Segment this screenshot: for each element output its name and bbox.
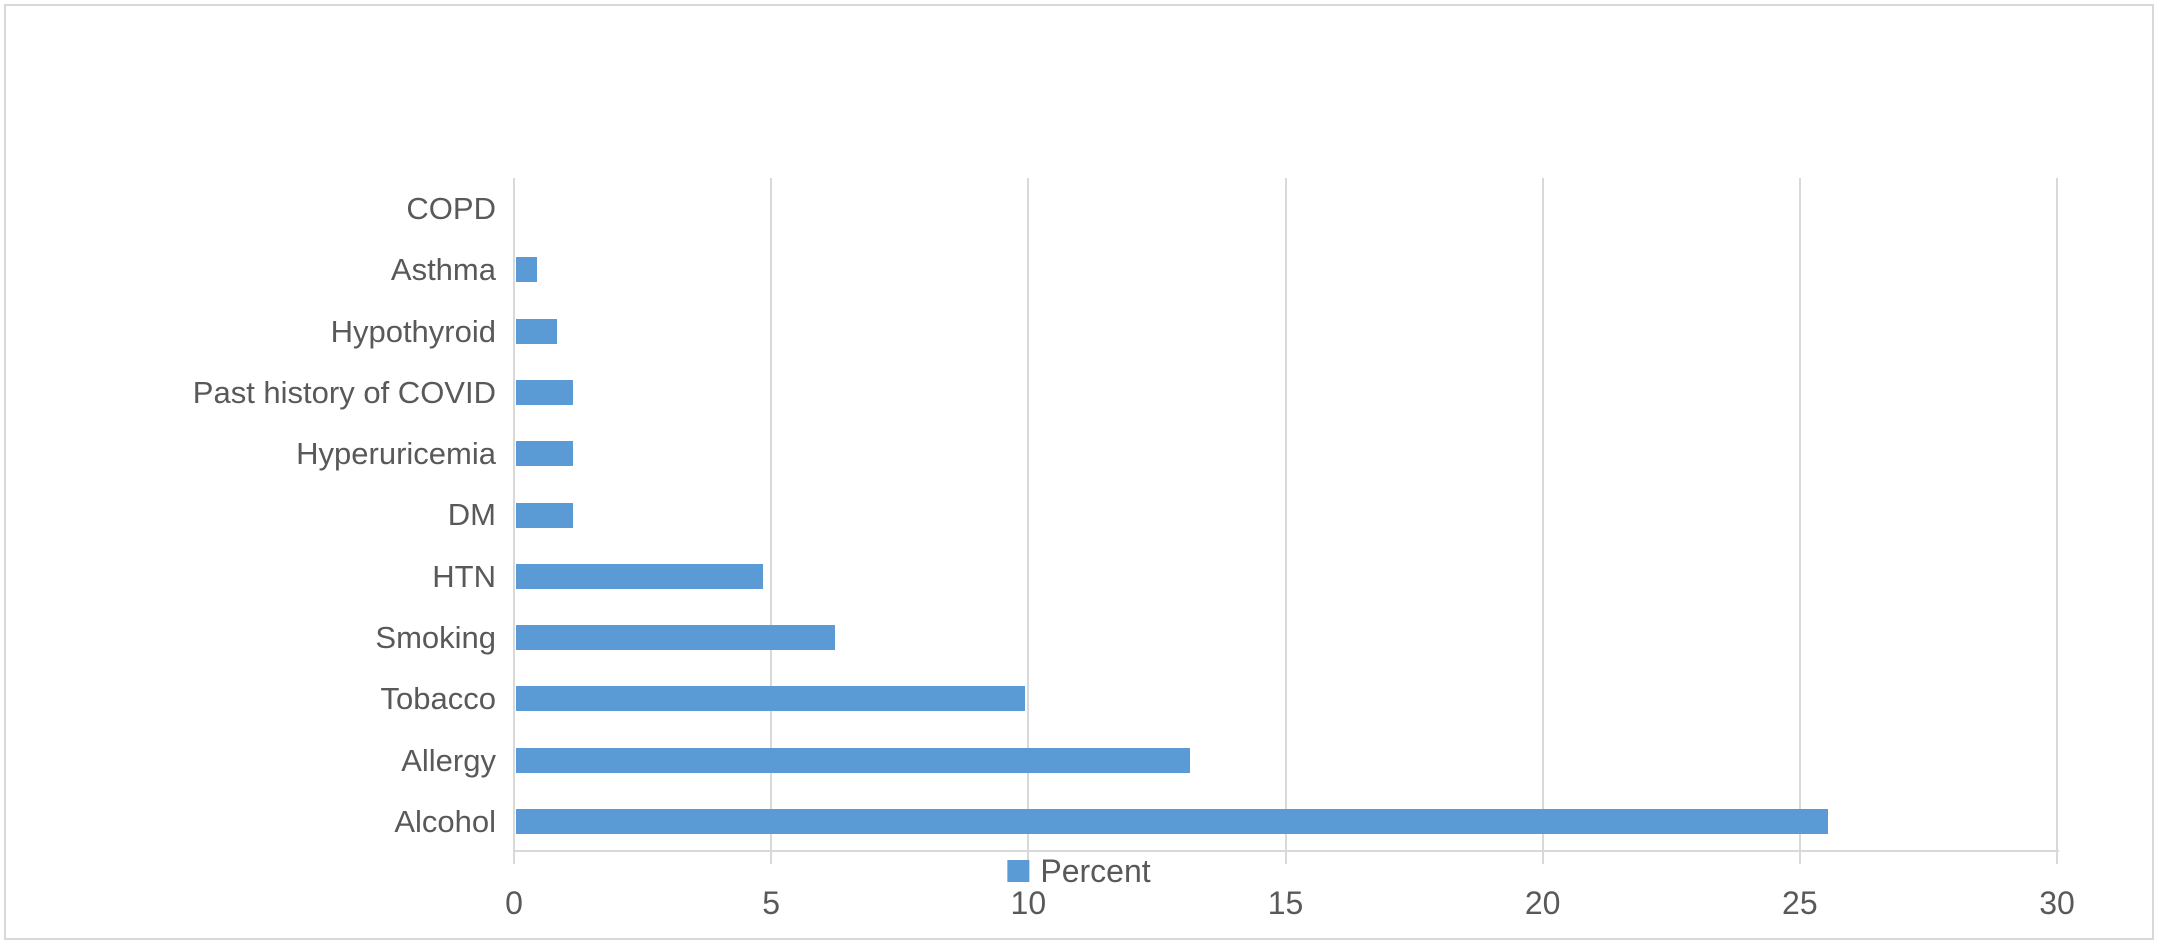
tick-label-25: 25 [1782, 885, 1818, 921]
category-label-hypothyroid: Hypothyroid [330, 313, 496, 349]
bar-dm [516, 502, 573, 528]
bar-tobacco [516, 686, 1026, 712]
legend: Percent [1007, 852, 1151, 890]
tick-label-10: 10 [1010, 885, 1047, 921]
bar-smoking [516, 625, 835, 651]
gridline-x-25 [1798, 178, 1801, 852]
category-label-htn: HTN [432, 558, 496, 594]
bar-past-history-of-covid [516, 379, 573, 405]
tick-label-5: 5 [762, 885, 781, 921]
category-label-dm: DM [447, 497, 496, 533]
legend-label: Percent [1040, 853, 1151, 889]
category-label-smoking: Smoking [375, 620, 496, 656]
bar-hypothyroid [516, 318, 558, 344]
tick-mark-25 [1798, 852, 1801, 864]
bar-htn [516, 563, 763, 589]
category-label-past-history-of-covid: Past history of COVID [192, 374, 496, 410]
category-label-alcohol: Alcohol [394, 803, 496, 839]
tick-mark-15 [1284, 852, 1287, 864]
bar-hyperuricemia [516, 441, 573, 467]
tick-label-0: 0 [505, 885, 523, 921]
legend-color-swatch [1007, 860, 1030, 882]
category-label-copd: COPD [406, 191, 496, 227]
gridline-x-20 [1541, 178, 1544, 852]
gridline-x-0 [513, 178, 515, 852]
bar-asthma [516, 257, 537, 283]
plot-area [513, 178, 2058, 852]
tick-label-15: 15 [1267, 885, 1304, 921]
bar-allergy [516, 747, 1190, 773]
x-axis-line [514, 850, 2059, 852]
bar-alcohol [516, 808, 1828, 834]
tick-mark-5 [770, 852, 773, 864]
tick-mark-10 [1027, 852, 1030, 864]
category-label-hyperuricemia: Hyperuricemia [296, 436, 496, 472]
category-label-asthma: Asthma [390, 252, 496, 288]
tick-mark-20 [1541, 852, 1544, 864]
gridline-x-10 [1027, 178, 1030, 852]
tick-label-30: 30 [2039, 885, 2075, 921]
tick-label-20: 20 [1524, 885, 1561, 921]
gridline-x-15 [1284, 178, 1287, 852]
gridline-x-30 [2056, 178, 2058, 852]
category-label-allergy: Allergy [401, 742, 496, 778]
tick-mark-0 [513, 852, 515, 864]
category-label-tobacco: Tobacco [380, 681, 496, 717]
tick-mark-30 [2056, 852, 2058, 864]
gridline-x-5 [770, 178, 773, 852]
